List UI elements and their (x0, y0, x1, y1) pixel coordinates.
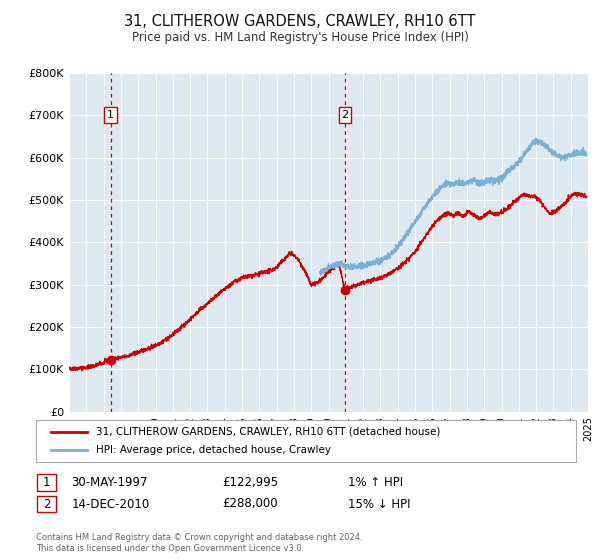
Text: 1: 1 (43, 476, 50, 489)
Text: 1: 1 (107, 110, 114, 120)
Text: HPI: Average price, detached house, Crawley: HPI: Average price, detached house, Craw… (96, 445, 331, 455)
Text: 1% ↑ HPI: 1% ↑ HPI (348, 476, 403, 489)
Text: £288,000: £288,000 (222, 497, 278, 511)
Text: 2: 2 (43, 497, 50, 511)
Text: 14-DEC-2010: 14-DEC-2010 (71, 497, 149, 511)
Text: 31, CLITHEROW GARDENS, CRAWLEY, RH10 6TT: 31, CLITHEROW GARDENS, CRAWLEY, RH10 6TT (124, 14, 476, 29)
Text: 2: 2 (341, 110, 349, 120)
Text: Price paid vs. HM Land Registry's House Price Index (HPI): Price paid vs. HM Land Registry's House … (131, 31, 469, 44)
Text: £122,995: £122,995 (222, 476, 278, 489)
Text: Contains HM Land Registry data © Crown copyright and database right 2024.
This d: Contains HM Land Registry data © Crown c… (36, 533, 362, 553)
Text: 31, CLITHEROW GARDENS, CRAWLEY, RH10 6TT (detached house): 31, CLITHEROW GARDENS, CRAWLEY, RH10 6TT… (96, 427, 440, 437)
Text: 15% ↓ HPI: 15% ↓ HPI (348, 497, 410, 511)
Text: 30-MAY-1997: 30-MAY-1997 (71, 476, 148, 489)
